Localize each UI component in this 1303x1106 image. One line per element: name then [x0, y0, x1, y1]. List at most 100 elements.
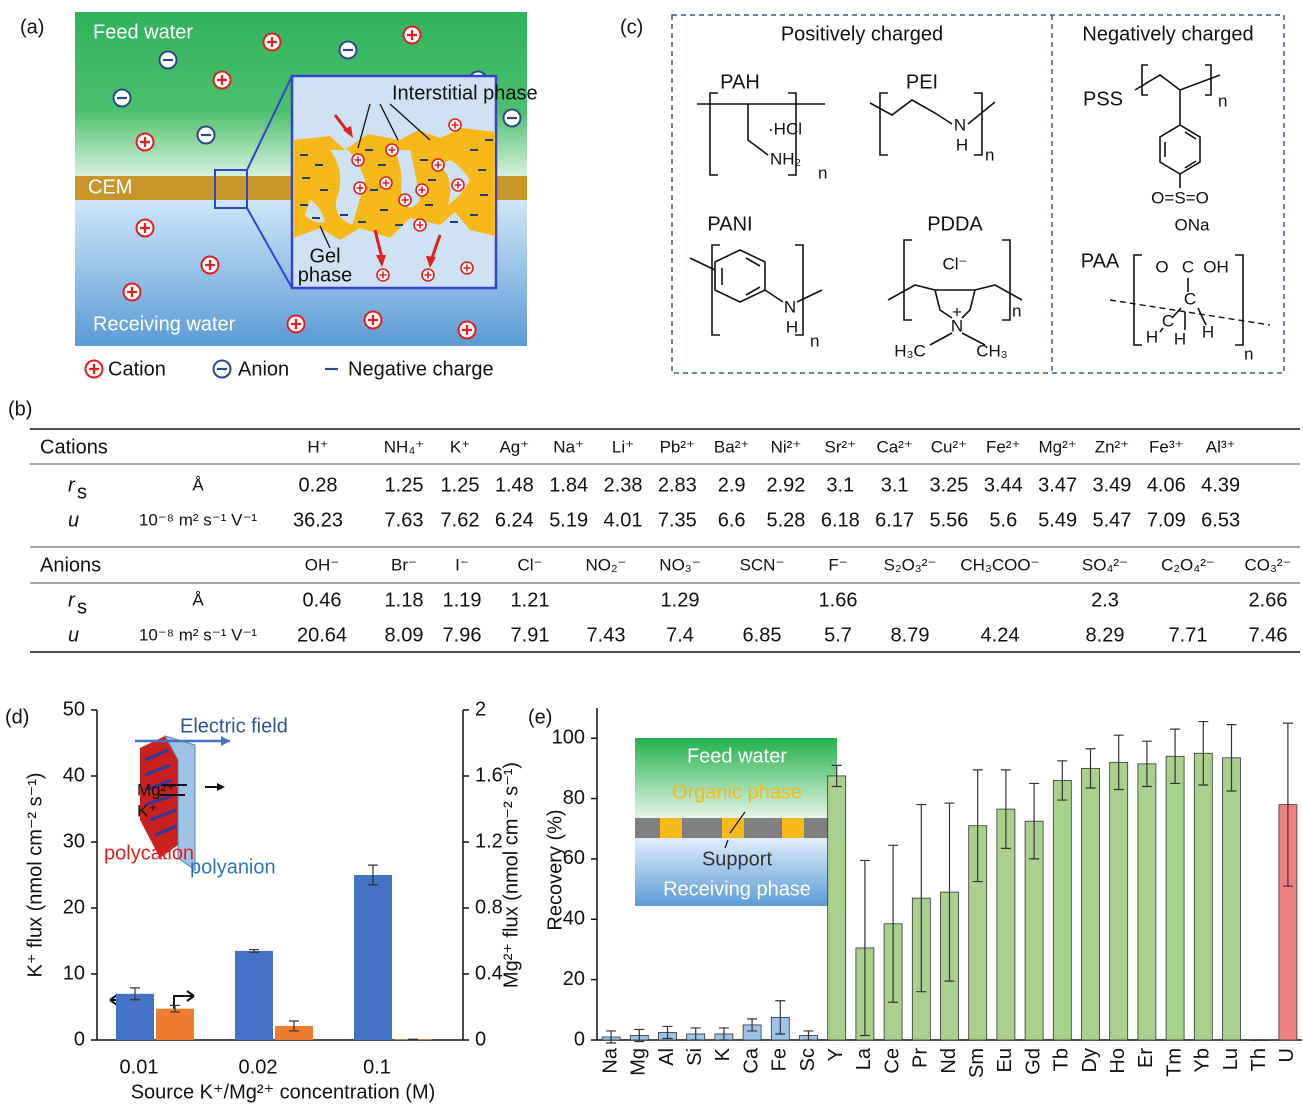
cell: 7.35: [658, 509, 697, 531]
cell: 7.91: [511, 624, 550, 646]
row-symbol: r: [68, 474, 76, 496]
atom-label: C: [1162, 311, 1174, 330]
panel-c: (c) Positively charged Negatively charge…: [620, 15, 1284, 373]
cell: 4.39: [1201, 474, 1240, 496]
atom-label: O=S=O: [1151, 188, 1209, 207]
annotation: Receiving phase: [663, 878, 811, 900]
y2-tick-label: 1.2: [475, 830, 503, 852]
section-title: Anions: [40, 554, 101, 576]
cell: 7.63: [385, 509, 424, 531]
cell: 36.23: [293, 509, 343, 531]
x-tick-label: Lu: [1220, 1048, 1242, 1070]
legend-entry: Cation: [108, 358, 166, 380]
atom-label: n: [1012, 301, 1021, 320]
cell: 2.9: [718, 474, 746, 496]
y-tick-label: 0: [574, 1028, 585, 1050]
y-tick-label: 50: [63, 698, 85, 720]
cell: 5.47: [1092, 509, 1131, 531]
x-tick-label: Sc: [797, 1048, 819, 1071]
y-tick-label: 0: [74, 1028, 85, 1050]
cell: 5.28: [767, 509, 806, 531]
cell: 2.3: [1091, 589, 1119, 611]
column-header: SCN⁻: [740, 555, 785, 574]
error-bar: [408, 1039, 418, 1040]
annotation: polycation: [104, 842, 194, 864]
cell: 5.7: [824, 624, 852, 646]
bar: [1223, 758, 1241, 1040]
receiving-label: Receiving water: [93, 313, 236, 335]
cell: 6.53: [1201, 509, 1240, 531]
x-axis-label: Source K⁺/Mg²⁺ concentration (M): [131, 1081, 436, 1103]
column-header: Na⁺: [553, 437, 584, 456]
column-header: Fe²⁺: [986, 437, 1020, 456]
bar: [1082, 768, 1100, 1040]
x-tick-label: Fe: [769, 1048, 791, 1071]
polymer-name: PSS: [1083, 88, 1123, 110]
cell: 7.43: [587, 624, 626, 646]
x-tick-label: Er: [1135, 1048, 1157, 1068]
panel-label: (e): [528, 706, 552, 728]
column-header: Cl⁻: [517, 555, 542, 574]
atom-label: ONa: [1175, 215, 1211, 234]
panel-a: (a) Feed water CEM Receiving water Inter…: [20, 12, 538, 380]
column-header: I⁻: [455, 555, 469, 574]
y-tick-label: 40: [63, 764, 85, 786]
cell: 3.1: [881, 474, 909, 496]
column-header: Mg²⁺: [1039, 437, 1077, 456]
table: (b) CationsH⁺NH₄⁺K⁺Ag⁺Na⁺Li⁺Pb²⁺Ba²⁺Ni²⁺…: [8, 398, 1300, 652]
atom-label: NH₂: [770, 149, 801, 168]
bar: [1110, 762, 1128, 1040]
x-tick-label: Eu: [994, 1048, 1016, 1072]
x-tick-label: Na: [599, 1047, 621, 1073]
panel-label: (a): [20, 16, 44, 38]
bar: [235, 951, 273, 1040]
atom-label: n: [810, 331, 819, 350]
x-tick-label: Gd: [1022, 1048, 1044, 1075]
cell: 1.66: [819, 589, 858, 611]
gel-label: phase: [298, 264, 353, 286]
x-tick-label: Mg: [628, 1048, 650, 1076]
column-header: Cu²⁺: [931, 437, 967, 456]
x-tick-label: Yb: [1192, 1048, 1214, 1072]
polymer-name: PEI: [906, 71, 938, 93]
atom-label: N: [784, 297, 796, 316]
bar: [116, 994, 154, 1040]
atom-label: N: [951, 316, 963, 335]
column-header: CO₃²⁻: [1244, 555, 1291, 574]
row-symbol: u: [68, 624, 79, 646]
cell: 7.62: [441, 509, 480, 531]
interstitial-label: Interstitial phase: [392, 82, 538, 104]
panel-label: (c): [620, 16, 643, 38]
atom-label: ·HCl: [768, 119, 802, 138]
cell: 20.64: [297, 624, 347, 646]
atom-label: C: [1184, 289, 1196, 308]
x-tick-label: Ho: [1107, 1048, 1129, 1074]
cell: 6.6: [718, 509, 746, 531]
cell: 2.38: [604, 474, 643, 496]
atom-label: H: [1174, 329, 1186, 348]
row-unit: Å: [192, 590, 204, 609]
column-header: F⁻: [828, 555, 847, 574]
x-tick-label: Th: [1248, 1048, 1270, 1071]
column-header: Pb²⁺: [660, 437, 695, 456]
bar: [1166, 756, 1184, 1040]
cell: 3.47: [1038, 474, 1077, 496]
column-header: OH⁻: [305, 555, 339, 574]
x-tick-label: Pr: [910, 1048, 932, 1068]
cell: 3.1: [826, 474, 854, 496]
y-tick-label: 30: [63, 830, 85, 852]
y2-axis-label: Mg²⁺ flux (nmol cm⁻² s⁻¹): [500, 762, 522, 988]
atom-label: Cl⁻: [942, 254, 967, 273]
row-subscript: s: [77, 596, 87, 618]
y-axis-label: K⁺ flux (nmol cm⁻² s⁻¹): [24, 772, 46, 977]
x-tick-label: 0.01: [120, 1056, 159, 1078]
column-header: SO₄²⁻: [1082, 555, 1128, 574]
cell: 6.85: [743, 624, 782, 646]
group-title: Negatively charged: [1082, 23, 1253, 45]
column-header: Li⁺: [612, 437, 634, 456]
x-tick-label: 0.1: [363, 1056, 391, 1078]
atom-label: n: [985, 145, 994, 164]
row-subscript: s: [77, 481, 87, 503]
column-header: Ni²⁺: [771, 437, 802, 456]
row-unit: 10⁻⁸ m² s⁻¹ V⁻¹: [139, 625, 257, 644]
